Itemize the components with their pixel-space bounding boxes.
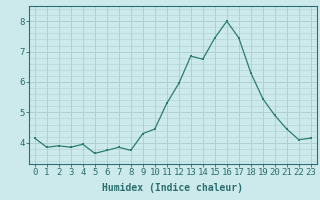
X-axis label: Humidex (Indice chaleur): Humidex (Indice chaleur)	[102, 183, 243, 193]
